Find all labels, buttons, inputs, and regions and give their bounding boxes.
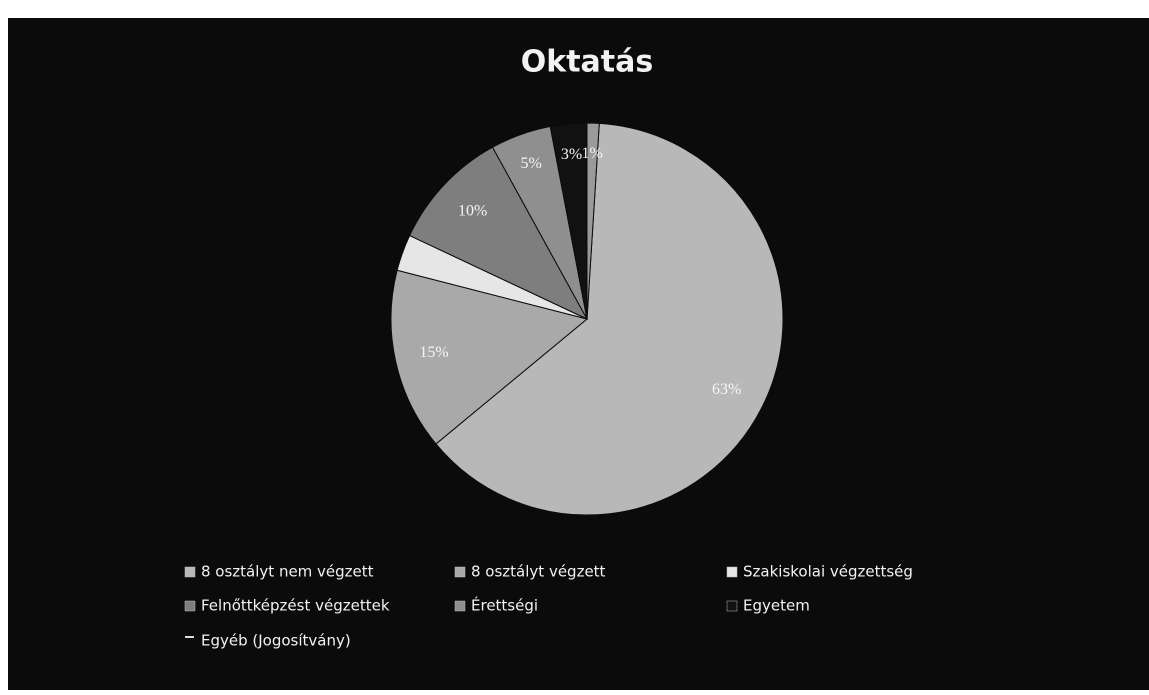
- legend-label: Felnőttképzést végzettek: [201, 597, 390, 615]
- legend-marker: [726, 566, 738, 578]
- legend-marker: [454, 566, 466, 578]
- legend-label: 8 osztályt nem végzett: [201, 563, 374, 581]
- legend-label: Szakiskolai végzettség: [743, 563, 913, 581]
- legend-marker: [726, 600, 738, 612]
- legend-label: Érettségi: [471, 596, 538, 615]
- data-label: 3%: [561, 146, 582, 163]
- chart-title: Oktatás: [521, 45, 653, 80]
- legend-marker: [184, 600, 196, 612]
- legend-marker: [184, 566, 196, 578]
- legend-label: 8 osztályt végzett: [471, 563, 606, 581]
- legend-label: Egyetem: [743, 597, 810, 615]
- data-label: 1%: [582, 145, 603, 162]
- legend-marker: [454, 600, 466, 612]
- legend-label: Egyéb (Jogosítvány): [201, 632, 351, 650]
- data-label: 5%: [521, 155, 542, 172]
- pie-slice: [390, 269, 589, 445]
- pie-slice: [408, 146, 589, 321]
- data-label: 10%: [458, 202, 487, 219]
- pie-slice: [586, 122, 600, 320]
- data-label: 15%: [419, 344, 448, 361]
- pie-slice: [435, 122, 784, 516]
- data-label: 63%: [712, 381, 741, 398]
